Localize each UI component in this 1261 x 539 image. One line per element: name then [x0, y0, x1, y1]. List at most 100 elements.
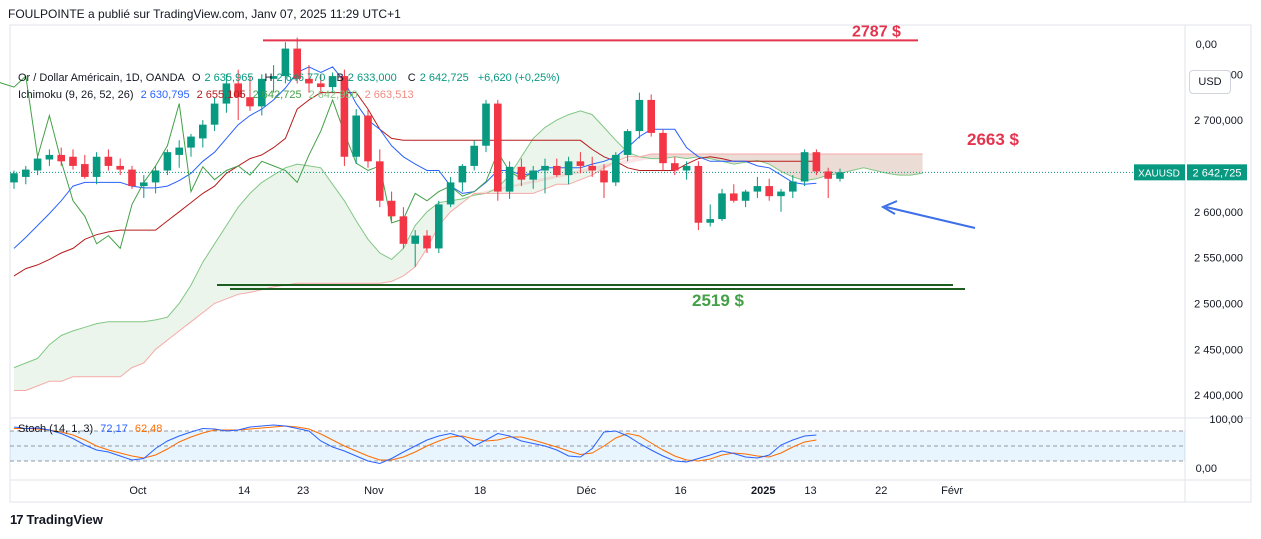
candle-body	[529, 170, 537, 180]
candle	[411, 230, 419, 267]
candle-body	[387, 200, 396, 217]
candle-body	[458, 165, 467, 183]
brand-name: TradingView	[26, 512, 103, 527]
open-label: O	[191, 72, 201, 84]
candle	[151, 165, 160, 194]
candle-body	[753, 186, 762, 192]
symbol-name[interactable]: Or / Dollar Américain, 1D, OANDA	[18, 72, 185, 84]
price-tick-label: 2 400,000	[1194, 390, 1243, 402]
candle	[706, 204, 714, 227]
candle-body	[694, 165, 703, 223]
price-tick-label: 2 450,000	[1194, 344, 1243, 356]
candle	[824, 167, 832, 198]
candle-body	[576, 161, 585, 166]
pointer-arrow-head	[880, 200, 898, 215]
candle	[435, 200, 443, 253]
low-value: 2 633,000	[347, 72, 397, 84]
candle	[69, 149, 77, 170]
candle	[777, 188, 785, 212]
candle	[553, 158, 561, 177]
candle-body	[682, 165, 691, 171]
candle-body	[140, 182, 148, 187]
candle-body	[328, 76, 337, 88]
candle	[140, 175, 148, 198]
time-tick-label: 18	[474, 485, 486, 497]
ichimoku-tenkan-value: 2 630,795	[140, 89, 190, 101]
candle-body	[517, 166, 526, 180]
candle	[458, 164, 467, 192]
candle-body	[175, 147, 183, 155]
candle	[293, 37, 301, 84]
candle-body	[151, 170, 160, 183]
candle	[340, 69, 349, 166]
candle-body	[659, 132, 667, 164]
symbol-tag: XAUUSD	[1138, 168, 1180, 179]
candle	[682, 161, 691, 180]
candle-body	[730, 193, 738, 201]
candle	[199, 120, 207, 148]
candle	[45, 149, 54, 166]
candle	[612, 152, 620, 187]
currency-button[interactable]: USD	[1189, 70, 1231, 94]
candle-body	[812, 152, 821, 172]
stoch-d-line	[14, 425, 817, 462]
resistance-label: 2787 $	[852, 23, 901, 40]
stoch-legend: Stoch (14, 1, 3) 72,17 62,48	[18, 423, 166, 435]
candle	[494, 99, 502, 201]
price-tag: 2 642,725	[1193, 167, 1242, 179]
price-top-label: 0,00	[1196, 39, 1217, 51]
candle	[399, 207, 408, 249]
candle	[10, 170, 18, 189]
candle-body	[258, 78, 266, 107]
stoch-label[interactable]: Stoch (14, 1, 3)	[18, 423, 94, 435]
candle-body	[623, 131, 632, 155]
open-value: 2 635,965	[204, 72, 254, 84]
candle-body	[116, 165, 124, 170]
candle-body	[435, 204, 443, 249]
stoch-k-value: 72,17	[100, 423, 128, 435]
time-tick-label: Déc	[577, 485, 597, 497]
candle	[789, 175, 797, 198]
time-tick-label: 23	[297, 485, 309, 497]
close-label: C	[407, 72, 416, 84]
ichimoku-label[interactable]: Ichimoku (9, 26, 52, 26)	[18, 89, 134, 101]
candle-body	[600, 170, 608, 183]
tradingview-logo-icon: 17	[10, 512, 24, 527]
candle-body	[718, 193, 726, 220]
candle-body	[706, 219, 714, 223]
candle	[529, 165, 537, 189]
candle-body	[470, 145, 478, 166]
candle	[305, 65, 313, 93]
candle	[234, 69, 242, 121]
stoch-tick-100: 100,00	[1209, 414, 1243, 426]
ichimoku-kijun-value: 2 655,105	[196, 89, 246, 101]
candle	[210, 97, 219, 132]
candle-body	[635, 99, 644, 132]
time-tick-label: Oct	[129, 485, 146, 497]
candle-body	[269, 76, 278, 79]
candle	[730, 184, 738, 203]
time-tick-label: Nov	[364, 485, 384, 497]
candle	[92, 152, 101, 185]
candle-body	[553, 165, 561, 176]
candle-body	[305, 78, 313, 84]
candle-body	[81, 164, 89, 177]
kijun-line	[13, 92, 817, 277]
candle	[269, 65, 278, 93]
candle-body	[564, 161, 573, 176]
candle	[659, 129, 667, 171]
span-a-line	[13, 110, 923, 369]
candle	[600, 164, 608, 198]
candle	[163, 149, 172, 176]
candle-body	[222, 83, 231, 104]
candle-body	[210, 103, 219, 125]
candle	[800, 149, 809, 187]
footer: 17 TradingView	[10, 512, 103, 527]
time-tick-label: 16	[675, 485, 687, 497]
candle-body	[399, 216, 408, 244]
candle-body	[482, 103, 490, 146]
candle-body	[22, 169, 30, 177]
span-b-line	[14, 153, 923, 391]
